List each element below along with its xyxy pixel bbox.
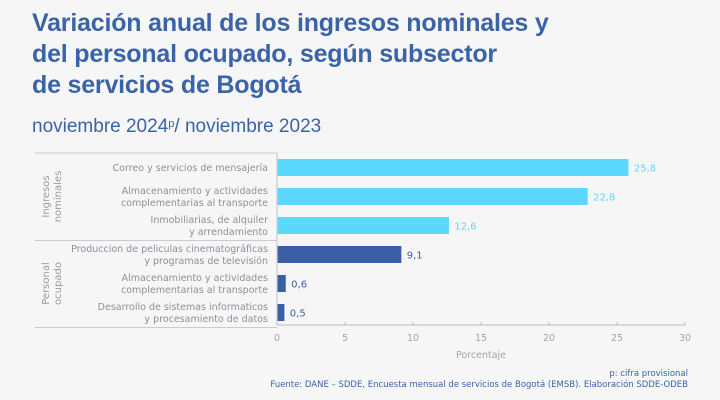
category-label-line: complementarias al transporte xyxy=(121,198,268,209)
x-tick-label: 20 xyxy=(543,333,555,344)
subtitle-base-period: / noviembre 2023 xyxy=(174,116,322,137)
category-label-line: complementarias al transporte xyxy=(121,285,268,296)
x-tick-label: 30 xyxy=(679,333,691,344)
value-label: 9,1 xyxy=(407,251,423,262)
category-label-line: y procesamiento de datos xyxy=(144,314,268,325)
category-label-line: y arrendamiento xyxy=(189,227,268,238)
category-label: Desarrollo de sistemas informaticos y pro… xyxy=(98,302,268,325)
title-line-1: Variación anual de los ingresos nominale… xyxy=(32,9,549,37)
value-label: 12,6 xyxy=(454,222,476,233)
x-tick-label: 0 xyxy=(274,333,280,344)
x-tick-label: 5 xyxy=(342,333,348,344)
group-label-line: nominales xyxy=(53,171,64,223)
group-label-line: Ingresos xyxy=(41,175,52,217)
x-tick-label: 15 xyxy=(475,333,487,344)
category-label-line: y programas de televisión xyxy=(144,256,268,267)
title-line-2: del personal ocupado, según subsector xyxy=(32,40,497,68)
group-label-1: Personalocupado xyxy=(41,262,64,305)
category-label: Almacenamiento y actividades complementar… xyxy=(121,273,268,296)
category-label-line: Almacenamiento y actividades xyxy=(122,186,268,197)
x-axis-title: Porcentaje xyxy=(456,350,506,361)
bar xyxy=(277,217,449,234)
bar xyxy=(277,159,629,176)
value-label: 22,8 xyxy=(593,193,615,204)
bar xyxy=(277,188,588,205)
bar xyxy=(277,275,286,292)
category-label: Inmobiliarias, de alquiler y arrendamient… xyxy=(151,215,269,238)
category-label-line: Correo y servicios de mensajería xyxy=(113,163,268,174)
category-label-line: Desarrollo de sistemas informaticos xyxy=(98,302,268,313)
category-label-line: Almacenamiento y actividades xyxy=(122,273,268,284)
value-label: 25,8 xyxy=(634,164,656,175)
provisional-note: p: cifra provisional xyxy=(609,369,688,379)
value-label: 0,6 xyxy=(291,280,307,291)
category-label-line: Produccion de peliculas cinematográficas xyxy=(71,244,268,255)
value-label: 0,5 xyxy=(290,309,306,320)
category-label-line: Inmobiliarias, de alquiler xyxy=(151,215,269,226)
subtitle-period: noviembre 2024 xyxy=(32,116,169,137)
bar xyxy=(277,304,285,321)
group-label-line: Personal xyxy=(41,262,52,305)
category-label: Correo y servicios de mensajería xyxy=(113,163,268,174)
bar xyxy=(277,246,402,263)
x-tick-label: 25 xyxy=(611,333,623,344)
title-line-3: de servicios de Bogotá xyxy=(32,71,302,99)
group-label-0: Ingresosnominales xyxy=(41,171,64,223)
chart-title: Variación anual de los ingresos nominale… xyxy=(32,8,672,101)
source-note: Fuente: DANE – SDDE, Encuesta mensual de… xyxy=(270,380,688,390)
chart-subtitle: noviembre 2024p/ noviembre 2023 xyxy=(32,112,321,139)
category-label: Almacenamiento y actividades complementar… xyxy=(121,186,268,209)
group-label-line: ocupado xyxy=(53,262,64,305)
provisional-mark: p xyxy=(168,118,175,130)
category-label: Produccion de peliculas cinematográficas… xyxy=(71,244,268,267)
x-tick-label: 10 xyxy=(407,333,419,344)
